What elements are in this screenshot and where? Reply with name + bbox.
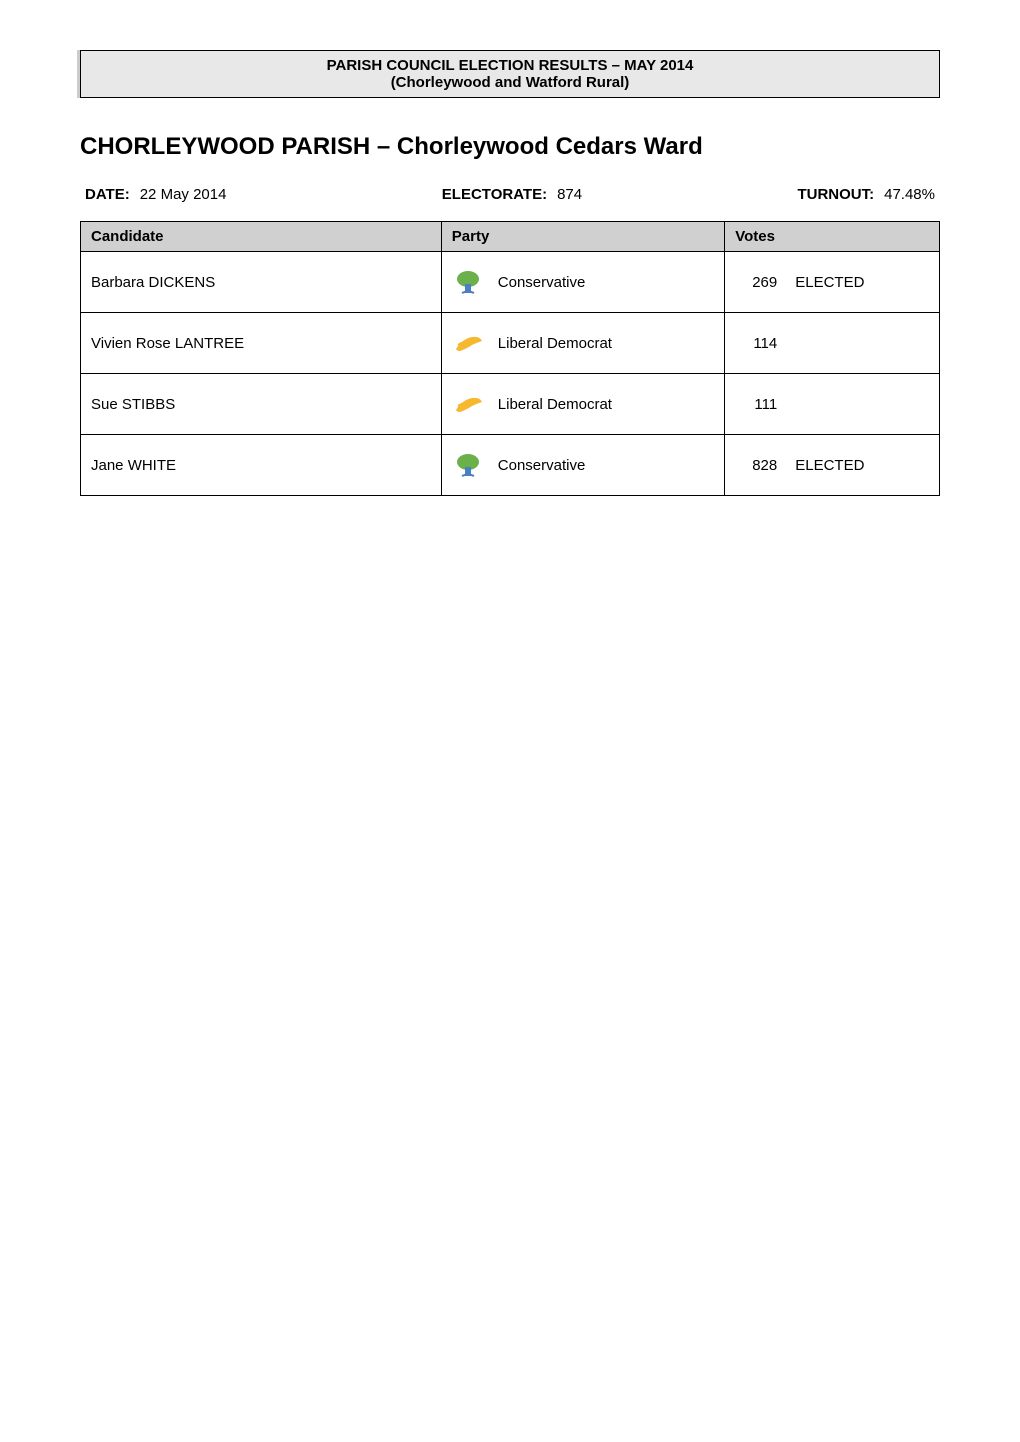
vote-count: 269 [735, 274, 777, 291]
party-cell: Liberal Democrat [441, 374, 724, 435]
candidate-name: Barbara DICKENS [81, 252, 442, 313]
electorate-value: 874 [557, 186, 582, 203]
party-name: Liberal Democrat [498, 396, 612, 413]
votes-cell: 269 ELECTED [725, 252, 940, 313]
electorate-label: ELECTORATE: [442, 186, 547, 203]
candidate-name: Vivien Rose LANTREE [81, 313, 442, 374]
party-name: Conservative [498, 457, 586, 474]
vote-count: 111 [735, 396, 777, 413]
votes-cell: 114 [725, 313, 940, 374]
party-name: Liberal Democrat [498, 335, 612, 352]
table-row: Vivien Rose LANTREE Liberal Democrat 114 [81, 313, 940, 374]
party-cell: Liberal Democrat [441, 313, 724, 374]
header-line-2: (Chorleywood and Watford Rural) [91, 74, 929, 91]
results-table: Candidate Party Votes Barbara DICKENS Co… [80, 221, 940, 496]
page-header-box: PARISH COUNCIL ELECTION RESULTS – MAY 20… [80, 50, 940, 98]
conservative-tree-icon [452, 453, 484, 477]
elected-status: ELECTED [795, 274, 864, 291]
candidate-name: Sue STIBBS [81, 374, 442, 435]
col-header-party: Party [441, 222, 724, 252]
vote-count: 114 [735, 335, 777, 352]
table-body: Barbara DICKENS Conservative 269 [81, 252, 940, 496]
turnout-value: 47.48% [884, 186, 935, 203]
meta-turnout: TURNOUT: 47.48% [797, 186, 935, 203]
col-header-candidate: Candidate [81, 222, 442, 252]
libdem-bird-icon [452, 331, 484, 355]
libdem-bird-icon [452, 392, 484, 416]
header-line-1: PARISH COUNCIL ELECTION RESULTS – MAY 20… [91, 57, 929, 74]
meta-electorate: ELECTORATE: 874 [442, 186, 582, 203]
party-cell: Conservative [441, 252, 724, 313]
table-header-row: Candidate Party Votes [81, 222, 940, 252]
turnout-label: TURNOUT: [797, 186, 874, 203]
table-row: Jane WHITE Conservative 828 E [81, 435, 940, 496]
votes-cell: 828 ELECTED [725, 435, 940, 496]
vote-count: 828 [735, 457, 777, 474]
ward-title: CHORLEYWOOD PARISH – Chorleywood Cedars … [80, 133, 940, 161]
meta-row: DATE: 22 May 2014 ELECTORATE: 874 TURNOU… [80, 186, 940, 203]
col-header-votes: Votes [725, 222, 940, 252]
meta-date: DATE: 22 May 2014 [85, 186, 226, 203]
votes-cell: 111 [725, 374, 940, 435]
table-row: Sue STIBBS Liberal Democrat 111 [81, 374, 940, 435]
conservative-tree-icon [452, 270, 484, 294]
elected-status: ELECTED [795, 457, 864, 474]
table-row: Barbara DICKENS Conservative 269 [81, 252, 940, 313]
date-value: 22 May 2014 [140, 186, 227, 203]
date-label: DATE: [85, 186, 130, 203]
party-cell: Conservative [441, 435, 724, 496]
candidate-name: Jane WHITE [81, 435, 442, 496]
party-name: Conservative [498, 274, 586, 291]
